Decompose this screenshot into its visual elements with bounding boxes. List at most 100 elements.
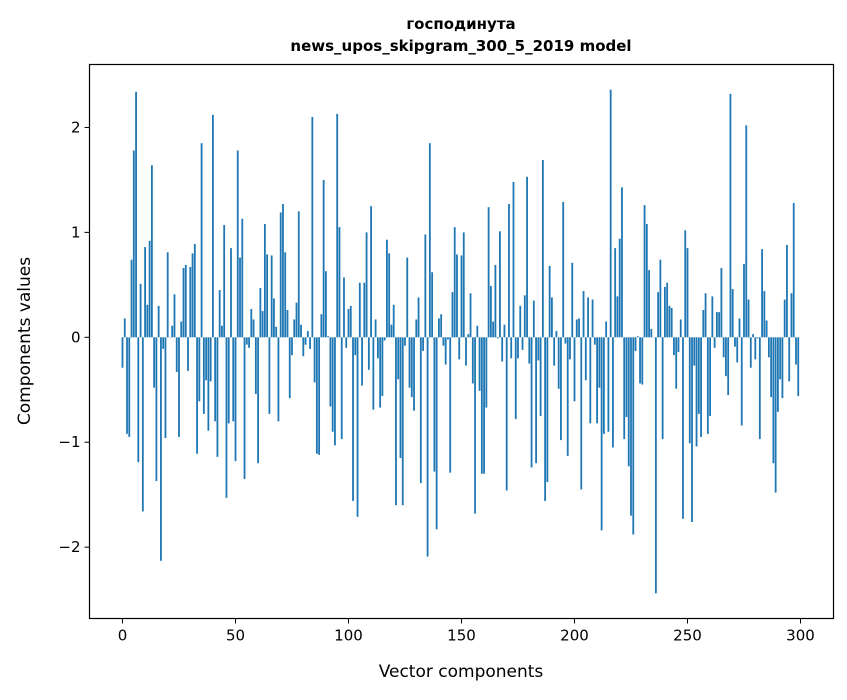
bar [341, 337, 343, 439]
bar [619, 239, 621, 338]
bar [454, 227, 456, 337]
bar [705, 293, 707, 337]
bar [402, 337, 404, 505]
bar [137, 337, 139, 462]
bar [714, 337, 716, 347]
bar [196, 337, 198, 453]
bar [153, 337, 155, 387]
bar [443, 337, 445, 345]
bar [424, 234, 426, 337]
bar [122, 337, 124, 367]
x-axis-label: Vector components [379, 662, 544, 682]
x-tick-label: 250 [673, 627, 702, 645]
bar [565, 337, 567, 343]
bar [795, 337, 797, 364]
bar [675, 337, 677, 388]
bar [447, 337, 449, 339]
bar [702, 310, 704, 337]
bar [666, 283, 668, 338]
bar [207, 337, 209, 430]
bar [766, 321, 768, 338]
bar [490, 286, 492, 337]
bar [497, 337, 499, 338]
bar [698, 337, 700, 414]
bar [479, 337, 481, 391]
bar [617, 296, 619, 337]
bar [393, 305, 395, 338]
bar [669, 306, 671, 337]
bar [395, 337, 397, 505]
bar [223, 225, 225, 337]
bar [461, 255, 463, 337]
y-axis-label: Components values [15, 257, 35, 425]
bar [165, 337, 167, 438]
bar [305, 337, 307, 344]
bar [553, 337, 555, 365]
bar [465, 337, 467, 365]
bar [140, 284, 142, 338]
bar [630, 337, 632, 515]
bar [187, 337, 189, 371]
bar [542, 160, 544, 337]
bar [241, 219, 243, 338]
bar [316, 337, 318, 453]
bar [621, 187, 623, 337]
bar [693, 337, 695, 365]
y-tick-label: −2 [58, 538, 80, 556]
bar [531, 337, 533, 467]
bar [309, 337, 311, 349]
bar [470, 293, 472, 337]
bar [623, 337, 625, 439]
bar [361, 337, 363, 385]
bar [278, 337, 280, 421]
bar [605, 322, 607, 338]
bar [287, 310, 289, 337]
bar [291, 337, 293, 355]
bar [296, 303, 298, 338]
bar [580, 337, 582, 489]
bar [775, 337, 777, 492]
bar [741, 337, 743, 425]
bar [427, 337, 429, 556]
bar [626, 337, 628, 417]
bar [757, 337, 759, 338]
bar [567, 337, 569, 456]
bar [180, 322, 182, 338]
bar [612, 337, 614, 447]
bar [587, 297, 589, 337]
x-tick-label: 50 [226, 627, 245, 645]
bar [397, 337, 399, 379]
bar [761, 249, 763, 337]
bar [379, 337, 381, 407]
bar [368, 337, 370, 370]
bar [499, 231, 501, 337]
y-tick-label: 2 [71, 118, 81, 136]
bar [614, 248, 616, 337]
bar [345, 337, 347, 347]
y-tick-label: 1 [71, 223, 81, 241]
bar [745, 125, 747, 337]
bar [524, 295, 526, 337]
bar [203, 337, 205, 414]
bar [214, 337, 216, 421]
bar [217, 337, 219, 457]
bar [673, 337, 675, 355]
bar [404, 337, 406, 345]
bar [293, 319, 295, 337]
bar [452, 292, 454, 337]
bar [146, 305, 148, 338]
bar [370, 206, 372, 337]
bar [445, 337, 447, 364]
bar [598, 337, 600, 387]
bar [302, 337, 304, 356]
bar [752, 334, 754, 337]
bar [458, 337, 460, 359]
bar [323, 180, 325, 337]
bar [770, 337, 772, 397]
bar [574, 337, 576, 401]
bar [284, 252, 286, 337]
bars-group [122, 90, 800, 594]
bar [391, 325, 393, 338]
bar [725, 337, 727, 376]
x-tick-label: 300 [786, 627, 815, 645]
